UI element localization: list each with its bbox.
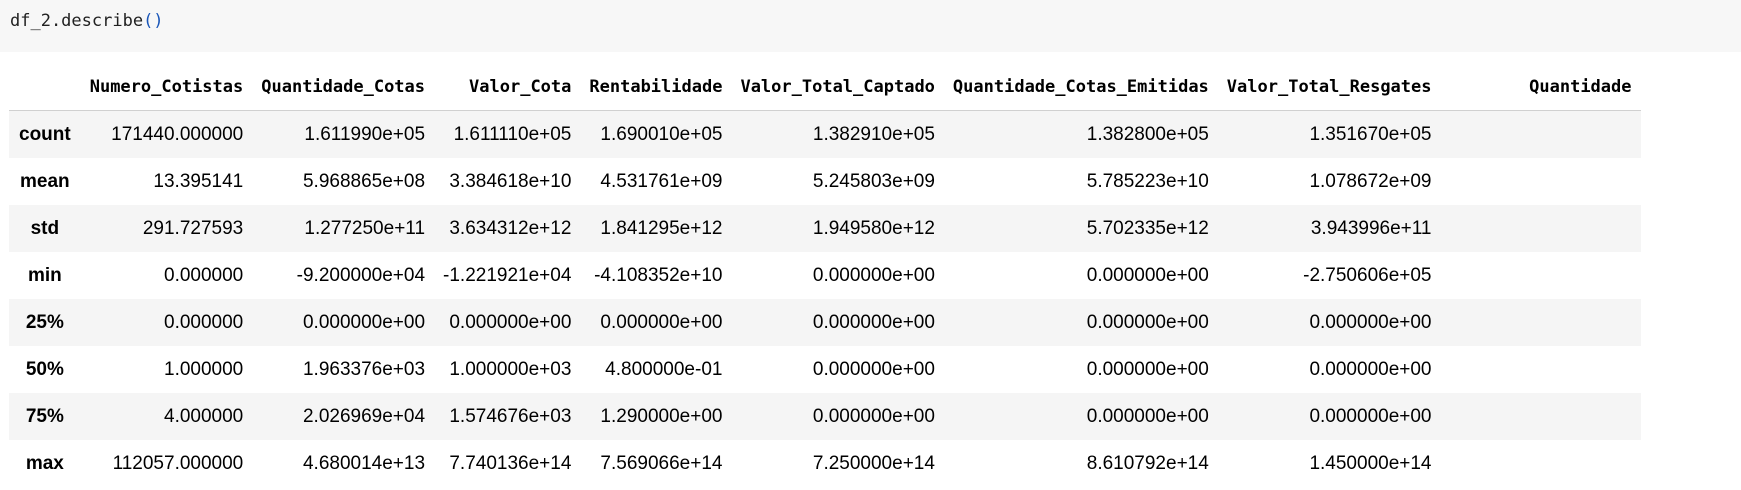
table-cell: 2.026969e+04 bbox=[302, 405, 426, 427]
row-label: 50% bbox=[25, 358, 64, 380]
table-cell: 13.395141 bbox=[153, 170, 244, 192]
table-cell: 0.000000e+00 bbox=[302, 311, 426, 333]
table-cell: 3.943996e+11 bbox=[1310, 217, 1432, 239]
table-cell: 0.000000e+00 bbox=[600, 311, 723, 333]
table-cell: 3.634312e+12 bbox=[449, 217, 572, 239]
row-label: 75% bbox=[25, 405, 64, 427]
table-cell bbox=[1441, 299, 1641, 346]
table-cell: 0.000000e+00 bbox=[1086, 358, 1209, 380]
table-cell bbox=[1441, 440, 1641, 487]
table-cell: 0.000000 bbox=[164, 311, 244, 333]
column-header: Rentabilidade bbox=[580, 64, 732, 111]
table-cell: 0.000000e+00 bbox=[812, 311, 935, 333]
table-cell: 7.569066e+14 bbox=[600, 452, 723, 474]
code-line[interactable]: df_2.describe() bbox=[10, 11, 164, 31]
table-row: 25% 0.000000 0.000000e+00 0.000000e+00 0.000… bbox=[9, 299, 1641, 346]
table-row: mean 13.395141 5.968865e+08 3.384618e+10 4.5… bbox=[9, 158, 1641, 205]
table-cell: 1.277250e+11 bbox=[304, 217, 426, 239]
table-cell: 1.351670e+05 bbox=[1309, 123, 1432, 145]
table-cell: 0.000000e+00 bbox=[1309, 405, 1432, 427]
table-cell: 112057.000000 bbox=[112, 452, 244, 474]
table-cell: 0.000000e+00 bbox=[812, 358, 935, 380]
table-row: min 0.000000 -9.200000e+04 -1.221921e+04 -4.… bbox=[9, 252, 1641, 299]
column-header: Numero_Cotistas bbox=[80, 64, 253, 111]
table-cell: 291.727593 bbox=[142, 217, 244, 239]
table-cell: 1.078672e+09 bbox=[1309, 170, 1432, 192]
table-cell: 3.384618e+10 bbox=[449, 170, 572, 192]
table-cell: 0.000000e+00 bbox=[812, 405, 935, 427]
row-label: std bbox=[30, 217, 60, 239]
table-cell: 1.290000e+00 bbox=[600, 405, 723, 427]
column-header bbox=[9, 64, 81, 111]
table-cell: 0.000000e+00 bbox=[449, 311, 572, 333]
table-cell: 1.574676e+03 bbox=[449, 405, 572, 427]
table-cell: 1.611110e+05 bbox=[453, 123, 572, 145]
table-cell: 8.610792e+14 bbox=[1086, 452, 1209, 474]
column-header: Quantidade bbox=[1440, 64, 1641, 111]
table-cell: 0.000000e+00 bbox=[1086, 405, 1209, 427]
table-cell: 5.968865e+08 bbox=[302, 170, 426, 192]
cell-output: Numero_Cotistas Quantidade_Cotas Valor_C… bbox=[9, 64, 1741, 487]
table-cell bbox=[1441, 158, 1641, 205]
table-cell: 1.690010e+05 bbox=[600, 123, 723, 145]
column-header: Quantidade_Cotas_Emitidas bbox=[943, 64, 1218, 111]
table-cell: 0.000000e+00 bbox=[812, 264, 935, 286]
table-cell: 1.382800e+05 bbox=[1086, 123, 1209, 145]
table-row: std 291.727593 1.277250e+11 3.634312e+12 1.8… bbox=[9, 205, 1641, 252]
table-cell: 0.000000e+00 bbox=[1086, 311, 1209, 333]
table-cell: 1.000000 bbox=[164, 358, 244, 380]
table-cell: 4.531761e+09 bbox=[600, 170, 723, 192]
table-cell: 1.611990e+05 bbox=[304, 123, 426, 145]
table-cell bbox=[1441, 111, 1641, 159]
table-cell: 4.000000 bbox=[164, 405, 244, 427]
table-cell: 1.450000e+14 bbox=[1309, 452, 1432, 474]
table-cell: 5.702335e+12 bbox=[1086, 217, 1209, 239]
code-cell[interactable]: df_2.describe() bbox=[0, 0, 1741, 52]
table-header-row: Numero_Cotistas Quantidade_Cotas Valor_C… bbox=[9, 64, 1641, 111]
table-cell: 1.382910e+05 bbox=[812, 123, 935, 145]
table-cell bbox=[1441, 252, 1641, 299]
row-label: max bbox=[25, 452, 64, 474]
row-label: mean bbox=[20, 170, 70, 192]
table-cell: 1.949580e+12 bbox=[812, 217, 935, 239]
table-row: 75% 4.000000 2.026969e+04 1.574676e+03 1.290… bbox=[9, 393, 1641, 440]
table-cell: 0.000000e+00 bbox=[1086, 264, 1209, 286]
table-cell: 0.000000 bbox=[164, 264, 244, 286]
table-cell: -1.221921e+04 bbox=[443, 264, 572, 286]
table-cell bbox=[1441, 393, 1641, 440]
table-cell: 7.740136e+14 bbox=[449, 452, 572, 474]
describe-table: Numero_Cotistas Quantidade_Cotas Valor_C… bbox=[9, 64, 1641, 487]
column-header: Valor_Total_Captado bbox=[731, 64, 944, 111]
table-cell: 1.000000e+03 bbox=[449, 358, 572, 380]
code-parens: () bbox=[143, 11, 164, 31]
row-label: count bbox=[19, 123, 71, 145]
table-cell: 5.785223e+10 bbox=[1086, 170, 1209, 192]
table-cell: -4.108352e+10 bbox=[594, 264, 723, 286]
table-cell: 0.000000e+00 bbox=[1309, 311, 1432, 333]
table-cell: 1.963376e+03 bbox=[302, 358, 426, 380]
row-label: min bbox=[27, 264, 62, 286]
table-row: 50% 1.000000 1.963376e+03 1.000000e+03 4.800… bbox=[9, 346, 1641, 393]
table-cell: 5.245803e+09 bbox=[812, 170, 935, 192]
column-header: Valor_Cota bbox=[434, 64, 581, 111]
table-cell: 0.000000e+00 bbox=[1309, 358, 1432, 380]
table-cell bbox=[1441, 205, 1641, 252]
table-cell: 171440.000000 bbox=[111, 123, 244, 145]
column-header: Quantidade_Cotas bbox=[252, 64, 435, 111]
table-cell: -9.200000e+04 bbox=[296, 264, 426, 286]
column-header: Valor_Total_Resgates bbox=[1217, 64, 1441, 111]
code-text: df_2.describe bbox=[10, 11, 144, 31]
table-cell: 4.680014e+13 bbox=[302, 452, 426, 474]
table-cell: 7.250000e+14 bbox=[812, 452, 935, 474]
table-cell bbox=[1441, 346, 1641, 393]
table-cell: 1.841295e+12 bbox=[600, 217, 723, 239]
row-label: 25% bbox=[25, 311, 64, 333]
table-row: max 112057.000000 4.680014e+13 7.740136e+14… bbox=[9, 440, 1641, 487]
table-cell: 4.800000e-01 bbox=[605, 358, 723, 380]
table-row: count 171440.000000 1.611990e+05 1.611110e+… bbox=[9, 110, 1641, 159]
table-cell: -2.750606e+05 bbox=[1303, 264, 1432, 286]
